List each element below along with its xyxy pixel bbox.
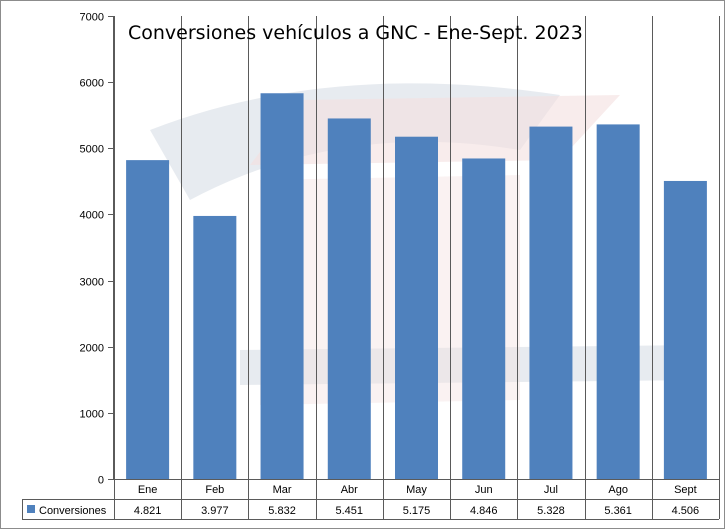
x-tick-label: Jun [475,484,493,496]
data-label: 5.451 [336,505,364,517]
bar-jun [462,158,506,479]
bar-may [395,136,438,480]
chart-title: Conversiones vehículos a GNC - Ene-Sept.… [128,22,583,44]
x-tick-label: Mar [273,484,292,496]
legend-swatch [27,505,35,513]
bar-sept [663,180,707,480]
bar-mar [260,93,304,480]
y-axis: 0 1000 2000 3000 4000 5000 6000 7000 [80,12,114,487]
data-label: 5.832 [268,505,296,517]
data-label: 5.361 [604,505,632,517]
data-table: Ene 4.821 Feb 3.977 Mar 5.832 Abr 5.451 May 5.175… [22,479,720,520]
y-tick-label: 3000 [80,277,104,289]
x-tick-label: Feb [205,484,224,496]
x-tick-label: Abr [341,484,358,496]
legend-label: Conversiones [39,505,107,517]
bars [126,93,707,480]
x-tick-label: Ago [608,484,628,496]
data-label: 4.846 [470,505,498,517]
y-tick-label: 0 [98,475,104,487]
y-tick-label: 4000 [80,210,104,222]
data-label: 5.328 [537,505,565,517]
y-tick-label: 5000 [80,144,104,156]
bar-ene [126,160,170,479]
y-tick-label: 2000 [80,343,104,355]
data-label: 5.175 [403,505,431,517]
bar-jul [529,126,573,480]
gridlines [114,16,720,480]
bar-feb [193,215,237,479]
bar-ago [596,124,640,479]
data-label: 4.506 [672,505,700,517]
data-label: 3.977 [201,505,229,517]
x-tick-label: Jul [544,484,558,496]
x-tick-label: Sept [674,484,697,496]
y-tick-label: 6000 [80,78,104,90]
data-label: 4.821 [134,505,162,517]
y-tick-label: 7000 [80,12,104,24]
bar-abr [327,118,371,479]
x-tick-label: Ene [138,484,158,496]
x-tick-label: May [406,484,427,496]
y-tick-label: 1000 [80,409,104,421]
